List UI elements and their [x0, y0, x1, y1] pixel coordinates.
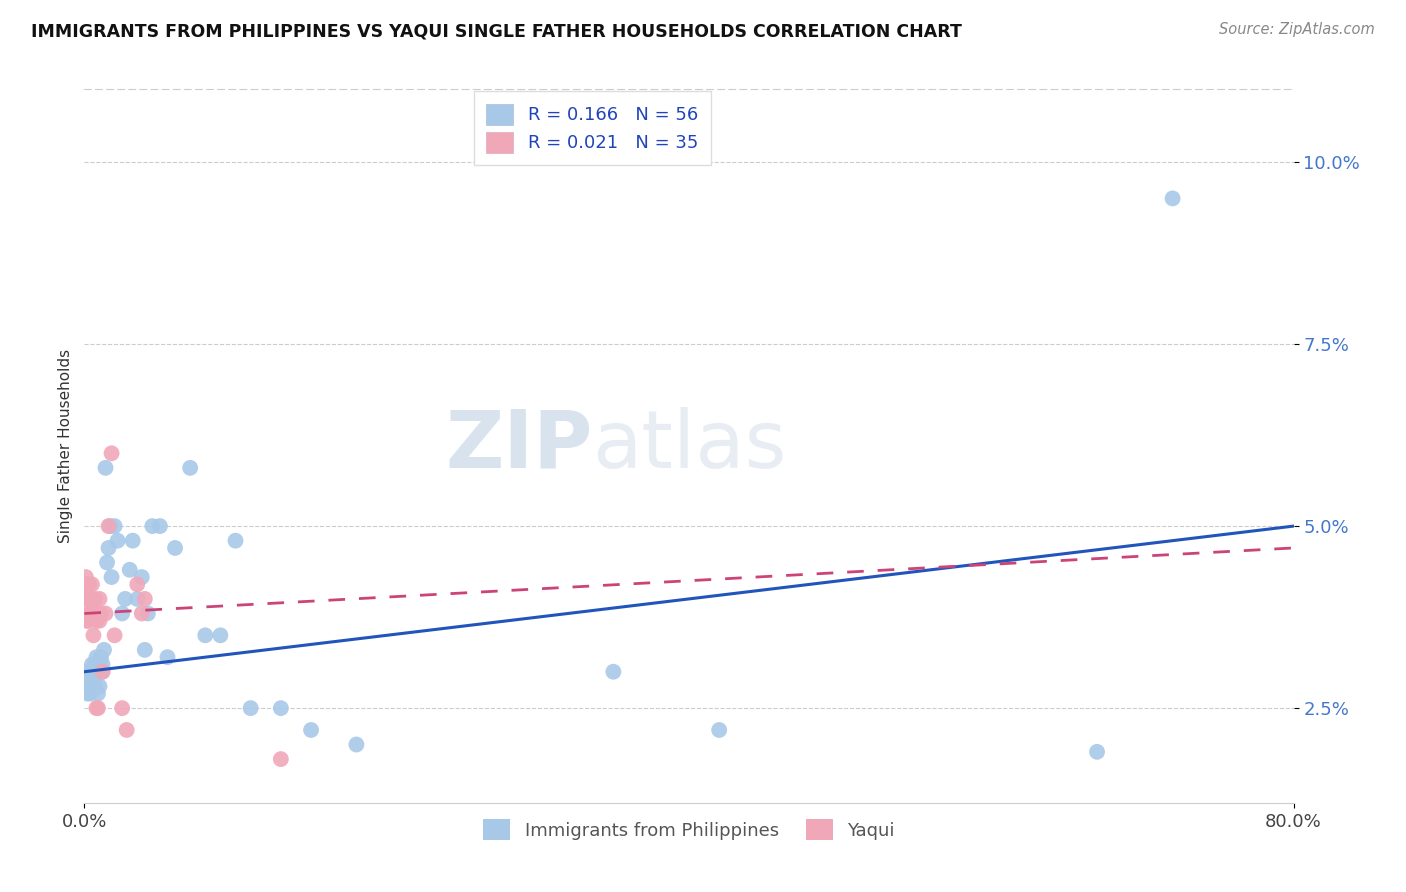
Point — [111, 701, 134, 715]
Point — [82, 679, 104, 693]
Point — [98, 519, 121, 533]
Point — [346, 738, 368, 752]
Point — [87, 665, 110, 679]
Point — [225, 533, 247, 548]
Point — [136, 607, 159, 621]
Point — [114, 591, 136, 606]
Point — [86, 650, 108, 665]
Point — [179, 460, 201, 475]
Point — [709, 723, 731, 737]
Point — [131, 570, 153, 584]
Point — [602, 665, 624, 679]
Point — [89, 614, 111, 628]
Point — [89, 657, 111, 672]
Point — [82, 591, 104, 606]
Point — [299, 723, 322, 737]
Point — [75, 570, 97, 584]
Point — [93, 643, 115, 657]
Point — [76, 591, 98, 606]
Point — [84, 657, 107, 672]
Point — [118, 563, 141, 577]
Point — [127, 591, 149, 606]
Point — [76, 614, 98, 628]
Point — [134, 643, 156, 657]
Point — [121, 533, 143, 548]
Point — [141, 519, 163, 533]
Point — [131, 607, 153, 621]
Point — [75, 577, 97, 591]
Point — [86, 665, 108, 679]
Point — [79, 591, 101, 606]
Point — [97, 541, 120, 555]
Point — [91, 657, 114, 672]
Point — [79, 679, 101, 693]
Point — [77, 577, 100, 591]
Point — [194, 628, 217, 642]
Point — [79, 607, 101, 621]
Point — [79, 687, 101, 701]
Point — [209, 628, 232, 642]
Point — [77, 665, 100, 679]
Point — [156, 650, 179, 665]
Point — [270, 752, 292, 766]
Point — [80, 577, 103, 591]
Point — [84, 607, 107, 621]
Point — [77, 679, 100, 693]
Point — [134, 591, 156, 606]
Point — [239, 701, 262, 715]
Point — [82, 607, 104, 621]
Text: atlas: atlas — [592, 407, 786, 485]
Point — [115, 723, 138, 737]
Point — [149, 519, 172, 533]
Point — [100, 446, 122, 460]
Point — [89, 591, 111, 606]
Point — [80, 607, 103, 621]
Point — [80, 657, 103, 672]
Point — [165, 541, 187, 555]
Point — [84, 665, 107, 679]
Text: IMMIGRANTS FROM PHILIPPINES VS YAQUI SINGLE FATHER HOUSEHOLDS CORRELATION CHART: IMMIGRANTS FROM PHILIPPINES VS YAQUI SIN… — [31, 22, 962, 40]
Point — [89, 679, 111, 693]
Point — [80, 672, 103, 686]
Point — [82, 628, 104, 642]
Point — [86, 614, 108, 628]
Point — [94, 460, 117, 475]
Point — [87, 701, 110, 715]
Point — [82, 665, 104, 679]
Text: ZIP: ZIP — [444, 407, 592, 485]
Point — [1161, 191, 1184, 205]
Legend: Immigrants from Philippines, Yaqui: Immigrants from Philippines, Yaqui — [475, 812, 903, 847]
Point — [107, 533, 129, 548]
Point — [76, 665, 98, 679]
Point — [90, 607, 112, 621]
Point — [270, 701, 292, 715]
Y-axis label: Single Father Households: Single Father Households — [58, 349, 73, 543]
Point — [104, 628, 127, 642]
Point — [76, 687, 98, 701]
Point — [111, 607, 134, 621]
Point — [94, 607, 117, 621]
Point — [86, 701, 108, 715]
Point — [100, 570, 122, 584]
Point — [87, 687, 110, 701]
Point — [84, 591, 107, 606]
Point — [1085, 745, 1108, 759]
Point — [91, 665, 114, 679]
Point — [90, 650, 112, 665]
Point — [82, 672, 104, 686]
Text: Source: ZipAtlas.com: Source: ZipAtlas.com — [1219, 22, 1375, 37]
Point — [75, 679, 97, 693]
Point — [91, 665, 114, 679]
Point — [75, 591, 97, 606]
Point — [97, 519, 120, 533]
Point — [76, 614, 98, 628]
Point — [84, 679, 107, 693]
Point — [77, 591, 100, 606]
Point — [104, 519, 127, 533]
Point — [96, 556, 118, 570]
Point — [77, 607, 100, 621]
Point — [127, 577, 149, 591]
